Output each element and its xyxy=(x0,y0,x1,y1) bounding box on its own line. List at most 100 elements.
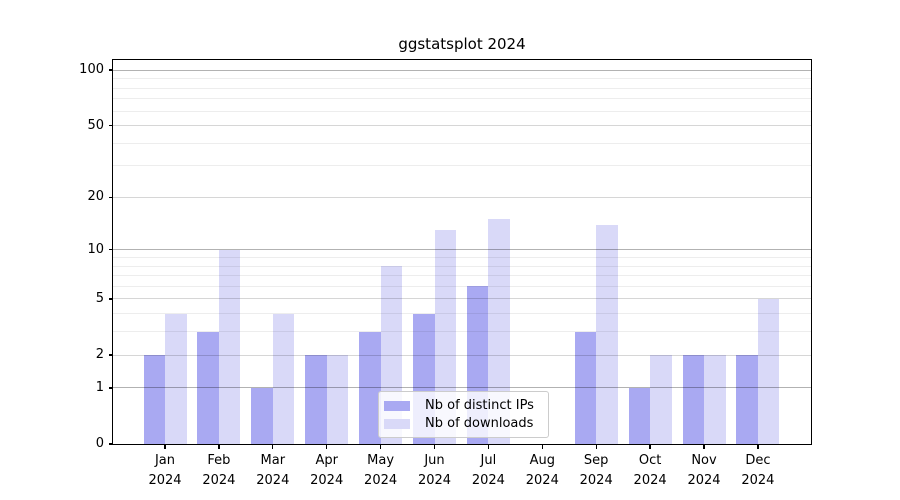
x-tick-label-feb: Feb 2024 xyxy=(189,451,249,491)
x-tick-mark-dec xyxy=(757,444,759,449)
gridline-minor-y7 xyxy=(113,275,811,277)
x-tick-label-month: Dec xyxy=(745,453,771,468)
y-tick-label-1: 1 xyxy=(95,379,104,395)
bar-nb-of-downloads-dec xyxy=(757,298,780,444)
x-tick-mark-aug xyxy=(541,444,543,449)
x-tick-label-month: Jan xyxy=(154,453,176,468)
x-tick-label-month: Apr xyxy=(315,453,338,468)
x-tick-label-nov: Nov 2024 xyxy=(674,451,734,491)
bar-nb-of-downloads-jun xyxy=(434,230,456,444)
y-tick-label-2: 2 xyxy=(95,347,104,363)
gridline-minor-y9 xyxy=(113,257,811,258)
gridline-minor-y3 xyxy=(113,331,811,333)
bar-nb-of-downloads-feb xyxy=(218,249,241,444)
bar-nb-of-distinct-ips-apr xyxy=(305,355,327,444)
gridline-minor-y4 xyxy=(113,313,811,315)
bar-nb-of-distinct-ips-jan xyxy=(143,355,165,444)
x-tick-label-year: 2024 xyxy=(148,473,182,488)
bar-nb-of-downloads-oct xyxy=(650,355,672,444)
legend-item: Nb of distinct IPs xyxy=(384,397,542,415)
x-tick-label-oct: Oct 2024 xyxy=(620,451,680,491)
y-tick-mark-0 xyxy=(108,443,113,445)
legend-swatch-distinct-ips xyxy=(384,401,410,411)
bar-nb-of-downloads-nov xyxy=(704,355,726,444)
bar-nb-of-distinct-ips-sep xyxy=(574,331,597,444)
y-tick-mark-10 xyxy=(108,249,113,251)
y-tick-label-0: 0 xyxy=(95,436,104,451)
y-tick-mark-50 xyxy=(108,124,113,127)
bar-nb-of-distinct-ips-nov xyxy=(682,355,704,444)
bar-nb-of-distinct-ips-mar xyxy=(251,387,273,444)
x-tick-label-year: 2024 xyxy=(579,473,613,488)
x-tick-mark-mar xyxy=(272,444,274,449)
y-tick-mark-5 xyxy=(108,298,113,300)
bar-nb-of-downloads-sep xyxy=(596,224,618,444)
x-tick-mark-oct xyxy=(649,444,651,449)
x-tick-label-month: Jun xyxy=(424,453,445,468)
plot-area xyxy=(112,59,812,445)
x-tick-label-apr: Apr 2024 xyxy=(297,451,357,491)
x-tick-label-sep: Sep 2024 xyxy=(566,451,626,491)
y-tick-label-100: 100 xyxy=(79,62,104,78)
bar-nb-of-downloads-jan xyxy=(165,313,187,444)
legend-label: Nb of distinct IPs xyxy=(425,398,534,413)
gridline-minor-y8 xyxy=(113,265,811,267)
gridline-y20 xyxy=(113,196,811,198)
x-tick-label-jul: Jul 2024 xyxy=(458,451,518,491)
x-tick-label-month: Oct xyxy=(638,453,662,468)
gridline-minor-y70 xyxy=(113,98,811,100)
x-tick-mark-jan xyxy=(164,444,166,449)
x-tick-label-year: 2024 xyxy=(633,473,667,488)
gridline-minor-y90 xyxy=(113,78,811,80)
x-tick-label-year: 2024 xyxy=(417,473,452,488)
y-tick-label-20: 20 xyxy=(87,189,104,205)
x-tick-label-year: 2024 xyxy=(202,473,236,488)
y-tick-mark-20 xyxy=(108,196,113,199)
x-tick-mark-sep xyxy=(595,444,597,449)
chart-title: ggstatsplot 2024 xyxy=(398,35,526,53)
x-tick-mark-may xyxy=(379,444,382,449)
gridline-y1 xyxy=(113,387,811,389)
x-tick-label-month: Sep xyxy=(583,453,609,468)
gridline-minor-y6 xyxy=(113,285,811,287)
x-tick-label-jun: Jun 2024 xyxy=(405,451,465,491)
legend: Nb of distinct IPs Nb of downloads xyxy=(378,391,549,438)
x-tick-label-year: 2024 xyxy=(741,473,775,488)
gridline-minor-y80 xyxy=(113,87,811,89)
gridline-minor-y30 xyxy=(113,165,811,167)
x-tick-mark-jul xyxy=(487,444,490,449)
x-tick-label-jan: Jan 2024 xyxy=(135,451,195,491)
y-tick-mark-2 xyxy=(108,354,113,356)
bar-nb-of-distinct-ips-oct xyxy=(628,387,651,444)
legend-item: Nb of downloads xyxy=(384,415,542,433)
x-tick-label-month: Jul xyxy=(480,453,497,468)
gridline-y50 xyxy=(113,125,811,127)
bar-nb-of-downloads-apr xyxy=(326,355,349,444)
x-tick-label-month: May xyxy=(367,453,395,468)
x-tick-label-year: 2024 xyxy=(525,473,559,488)
x-tick-mark-nov xyxy=(703,444,705,449)
x-tick-mark-jun xyxy=(433,444,436,449)
x-tick-mark-feb xyxy=(218,444,220,449)
legend-swatch-downloads xyxy=(384,419,410,429)
x-tick-label-aug: Aug 2024 xyxy=(512,451,572,491)
gridline-y5 xyxy=(113,298,811,300)
bar-nb-of-downloads-mar xyxy=(272,313,295,444)
x-tick-label-year: 2024 xyxy=(471,473,505,488)
y-tick-mark-1 xyxy=(108,387,113,389)
bar-nb-of-distinct-ips-dec xyxy=(736,355,758,444)
y-tick-label-10: 10 xyxy=(87,241,104,257)
x-tick-label-month: Mar xyxy=(260,453,286,468)
x-tick-label-month: Nov xyxy=(691,453,717,468)
y-tick-mark-100 xyxy=(108,69,113,71)
bar-nb-of-distinct-ips-feb xyxy=(197,331,219,444)
bar-nb-of-downloads-jul xyxy=(488,219,510,444)
gridline-minor-y60 xyxy=(113,110,811,112)
y-tick-label-5: 5 xyxy=(95,290,104,306)
gridline-y2 xyxy=(113,354,811,356)
x-tick-label-dec: Dec 2024 xyxy=(728,451,788,491)
x-tick-label-month: Aug xyxy=(529,453,555,468)
gridline-y10 xyxy=(113,249,811,251)
x-tick-label-year: 2024 xyxy=(364,473,398,488)
